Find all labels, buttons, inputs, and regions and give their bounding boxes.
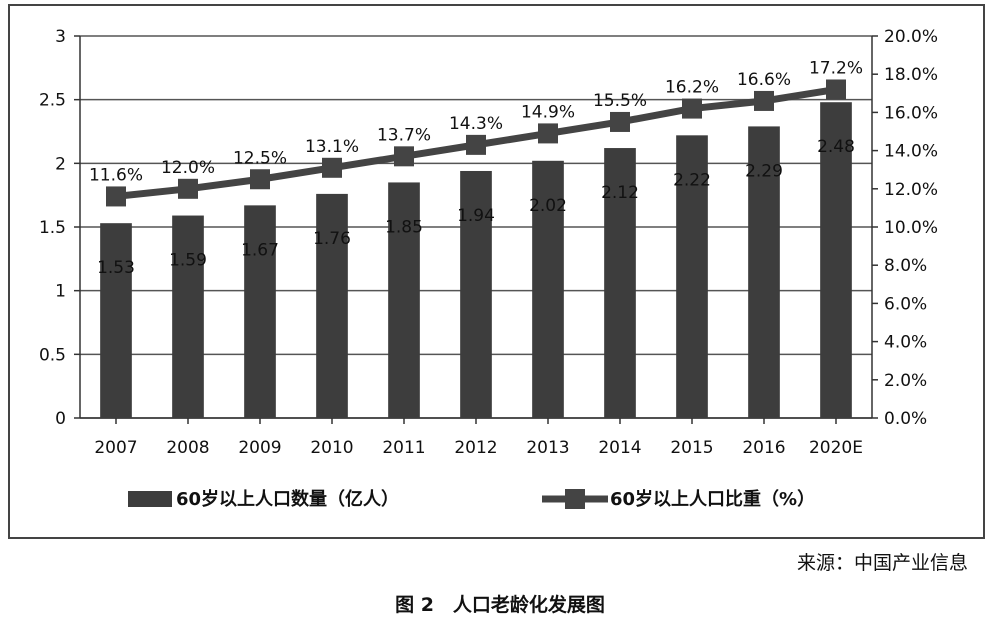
source-note: 来源：中国产业信息 bbox=[796, 552, 968, 574]
line-data-label: 15.5% bbox=[593, 91, 647, 111]
line-data-label: 13.7% bbox=[377, 125, 431, 145]
line-data-label: 12.5% bbox=[233, 148, 287, 168]
bar bbox=[388, 182, 420, 418]
line-point-marker bbox=[178, 178, 198, 199]
y-left-tick-label: 1.5 bbox=[39, 218, 66, 238]
line-point-marker bbox=[682, 98, 702, 119]
line-data-label: 16.6% bbox=[737, 70, 791, 90]
chart-frame: 0 0.5 1 1.5 2 2.5 3 0.0% 2.0% 4.0% 6.0% 8.0% 10.0% 12… bbox=[8, 4, 985, 539]
bar-data-label: 1.67 bbox=[241, 240, 279, 260]
bar-data-label: 1.76 bbox=[313, 229, 351, 249]
x-tick-label: 2010 bbox=[310, 438, 353, 458]
legend-label-line: 60岁以上人口比重（%） bbox=[610, 488, 815, 510]
bar bbox=[460, 170, 492, 418]
bar bbox=[316, 193, 348, 418]
x-tick-label: 2007 bbox=[94, 438, 137, 458]
x-tick-label: 2008 bbox=[166, 438, 209, 458]
x-tick-label: 2020E bbox=[809, 438, 863, 458]
bar bbox=[820, 102, 852, 419]
y-left-tick-label: 0.5 bbox=[39, 345, 66, 365]
legend-swatch-bar bbox=[128, 491, 172, 507]
bar-data-label: 2.48 bbox=[817, 137, 855, 157]
x-tick-label: 2012 bbox=[454, 438, 497, 458]
line-point-marker bbox=[610, 111, 630, 132]
figure-caption: 图 2 人口老龄化发展图 bbox=[395, 594, 605, 616]
y-left-tick-label: 2.5 bbox=[39, 91, 66, 111]
line-data-label: 12.0% bbox=[161, 158, 215, 178]
y-right-tick-label: 18.0% bbox=[884, 65, 938, 85]
x-tick-label: 2015 bbox=[670, 438, 713, 458]
line-point-marker bbox=[754, 90, 774, 111]
bar-data-label: 2.02 bbox=[529, 196, 567, 216]
x-tick-label: 2011 bbox=[382, 438, 425, 458]
y-left-tick-label: 2 bbox=[55, 154, 66, 174]
bar bbox=[244, 205, 276, 418]
x-tick-label: 2013 bbox=[526, 438, 569, 458]
legend-swatch-marker bbox=[565, 489, 585, 509]
y-right-tick-label: 16.0% bbox=[884, 103, 938, 123]
line-point-marker bbox=[466, 134, 486, 155]
bar-data-label: 1.59 bbox=[169, 251, 207, 271]
bar-data-label: 1.53 bbox=[97, 258, 135, 278]
y-right-tick-label: 14.0% bbox=[884, 142, 938, 162]
x-tick-label: 2016 bbox=[742, 438, 785, 458]
line-data-label: 17.2% bbox=[809, 58, 863, 78]
chart-svg: 0 0.5 1 1.5 2 2.5 3 0.0% 2.0% 4.0% 6.0% 8.0% 10.0% 12… bbox=[39, 27, 938, 510]
y-left-tick-label: 3 bbox=[55, 27, 66, 47]
bar bbox=[604, 148, 636, 418]
line-point-marker bbox=[826, 79, 846, 100]
y-right-tick-label: 2.0% bbox=[884, 371, 927, 391]
y-right-tick-label: 0.0% bbox=[884, 409, 927, 429]
y-right-tick-label: 8.0% bbox=[884, 256, 927, 276]
bar bbox=[676, 135, 708, 418]
line-point-marker bbox=[538, 123, 558, 144]
line-point-marker bbox=[250, 169, 270, 190]
line-data-label: 14.9% bbox=[521, 102, 575, 122]
x-tick-label: 2009 bbox=[238, 438, 281, 458]
line-data-label: 16.2% bbox=[665, 78, 719, 98]
bar bbox=[100, 223, 132, 418]
line-data-label: 14.3% bbox=[449, 114, 503, 134]
y-left-tick-label: 1 bbox=[55, 282, 66, 302]
bar-data-label: 1.85 bbox=[385, 217, 423, 237]
line-data-label: 11.6% bbox=[89, 165, 143, 185]
bar bbox=[172, 215, 204, 418]
bar-data-label: 2.22 bbox=[673, 170, 711, 190]
bar-data-label: 2.12 bbox=[601, 183, 639, 203]
line-point-marker bbox=[394, 146, 414, 167]
bar bbox=[532, 160, 564, 418]
y-right-tick-label: 12.0% bbox=[884, 180, 938, 200]
y-right-tick-label: 10.0% bbox=[884, 218, 938, 238]
bar-data-label: 1.94 bbox=[457, 206, 495, 226]
line-data-label: 13.1% bbox=[305, 137, 359, 157]
line-point-marker bbox=[106, 186, 126, 207]
y-right-tick-label: 6.0% bbox=[884, 294, 927, 314]
bar bbox=[748, 126, 780, 418]
y-right-tick-label: 20.0% bbox=[884, 27, 938, 47]
legend-label-bar: 60岁以上人口数量（亿人） bbox=[176, 488, 399, 510]
y-right-tick-label: 4.0% bbox=[884, 333, 927, 353]
x-tick-label: 2014 bbox=[598, 438, 641, 458]
bar-data-label: 2.29 bbox=[745, 161, 783, 181]
y-left-tick-label: 0 bbox=[55, 409, 66, 429]
line-point-marker bbox=[322, 157, 342, 178]
